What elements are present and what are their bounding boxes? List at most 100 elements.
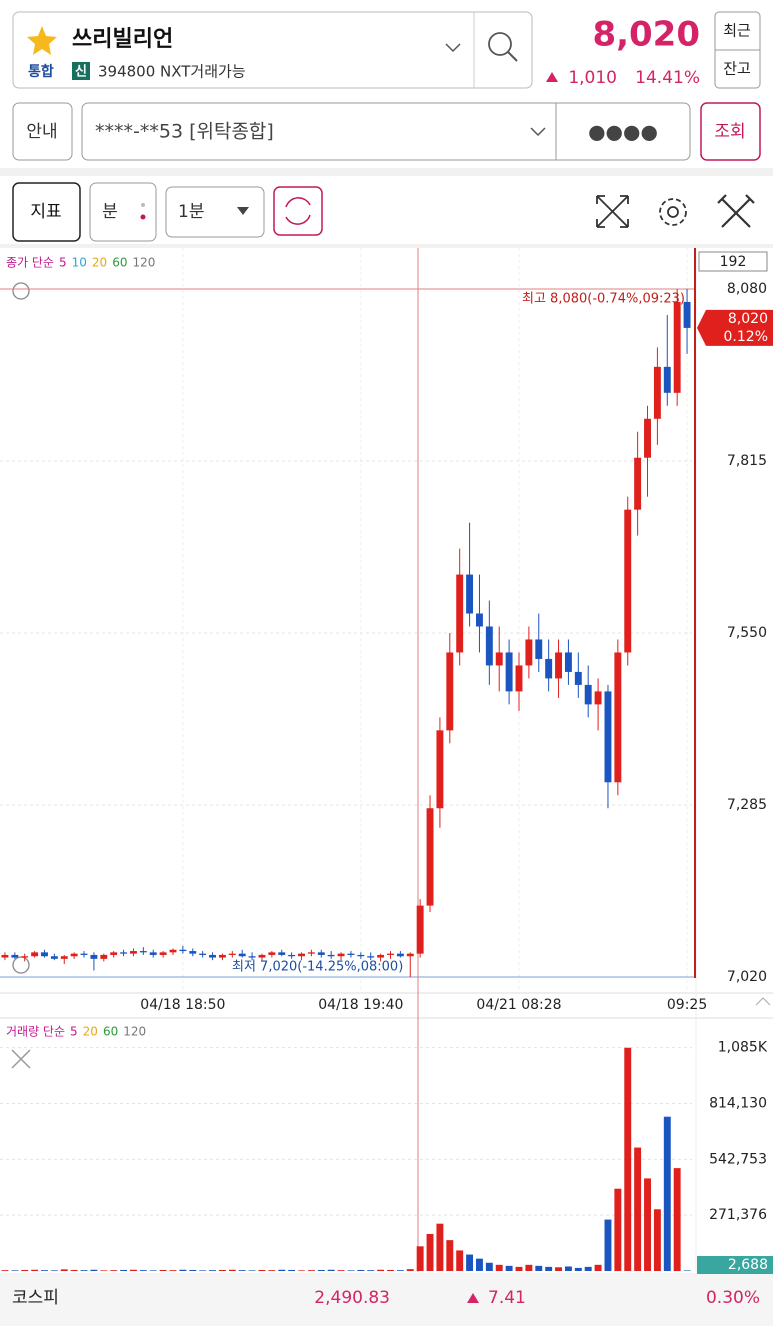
- volume-bar: [288, 1269, 296, 1271]
- search-icon[interactable]: [488, 32, 512, 56]
- refresh-icon: [285, 197, 311, 225]
- last-rate: 0.12%: [724, 329, 768, 345]
- last-volume-box: [697, 1256, 773, 1274]
- volume-bar: [60, 1269, 68, 1271]
- refresh-button[interactable]: [273, 186, 323, 236]
- candle-body: [218, 954, 226, 958]
- candle-body: [396, 953, 404, 957]
- candle-body: [21, 956, 29, 958]
- candle-body: [357, 954, 365, 957]
- volume-bar: [228, 1269, 236, 1271]
- volume-bar: [41, 1270, 48, 1271]
- recent-button[interactable]: 최근: [723, 22, 751, 40]
- legend-period: 10: [72, 256, 87, 270]
- scroll-arrow[interactable]: [755, 997, 771, 1006]
- dropdown-arrow[interactable]: [530, 127, 546, 137]
- indicator-button[interactable]: [12, 182, 81, 242]
- settings-center: [667, 206, 679, 218]
- volume-bar: [446, 1240, 454, 1271]
- volume-bar: [90, 1269, 98, 1271]
- candle-body: [644, 418, 651, 458]
- volume-bar: [139, 1270, 147, 1271]
- candle-body: [159, 952, 167, 955]
- volume-bar: [50, 1270, 58, 1271]
- candle-body: [80, 953, 88, 955]
- password[interactable]: ●●●●: [588, 120, 658, 144]
- y-tick-label: 542,753: [709, 1151, 767, 1167]
- expand-icon[interactable]: [596, 195, 629, 228]
- volume-bar: [317, 1269, 325, 1271]
- legend-period: 5: [70, 1025, 78, 1039]
- volume-bar: [673, 1168, 681, 1271]
- candle-body: [238, 953, 246, 957]
- low-label: 최저 7,020(-14.25%,08:00): [232, 960, 403, 975]
- candle-body: [120, 952, 128, 954]
- candle-body: [624, 509, 632, 653]
- candle-body: [347, 953, 355, 955]
- candle-body: [446, 652, 454, 731]
- candle-body: [574, 671, 582, 685]
- volume-bar: [367, 1270, 375, 1271]
- candle-body: [327, 954, 335, 957]
- volume-bar: [80, 1270, 88, 1271]
- tools-icon[interactable]: [717, 194, 755, 228]
- query-button[interactable]: [700, 102, 761, 161]
- volume-bar: [545, 1266, 553, 1271]
- candle-body: [60, 956, 68, 959]
- candle-body: [673, 301, 681, 393]
- index-change: 7.41: [488, 1288, 526, 1308]
- separator: [0, 244, 773, 248]
- interval-select[interactable]: [165, 186, 265, 238]
- separator: [0, 168, 773, 176]
- zoom-out[interactable]: [12, 956, 30, 974]
- candle-body: [683, 301, 691, 328]
- candle-body: [475, 613, 483, 627]
- volume-bar: [179, 1269, 187, 1271]
- volume-bar: [327, 1269, 335, 1271]
- legend-period: 20: [83, 1025, 98, 1039]
- volume-bar: [495, 1264, 503, 1271]
- unit-label: 분: [102, 202, 118, 222]
- favorite-star[interactable]: [27, 26, 57, 55]
- y-tick-label: 271,376: [709, 1207, 767, 1223]
- candle-body: [416, 905, 424, 954]
- y-tick-label: 7,815: [727, 453, 767, 469]
- volume-bar: [189, 1269, 197, 1271]
- legend-label: 종가 단순: [6, 256, 54, 270]
- candle-body: [436, 730, 444, 809]
- volume-bar: [149, 1270, 157, 1271]
- balance-button[interactable]: 잔고: [723, 60, 751, 78]
- candle-body: [41, 952, 48, 957]
- candle-body: [406, 953, 414, 957]
- badge: 신: [75, 65, 87, 80]
- zoom-in[interactable]: [12, 282, 30, 300]
- volume-bar: [377, 1269, 385, 1271]
- candle-body: [653, 366, 661, 419]
- volume-bar: [347, 1270, 355, 1271]
- select-arrow: [237, 207, 249, 215]
- volume-bar: [218, 1269, 226, 1271]
- candle-body: [564, 652, 572, 672]
- footer-bar: [0, 1273, 773, 1326]
- account-box[interactable]: [81, 102, 691, 161]
- guide-button[interactable]: [12, 102, 73, 161]
- volume-bar: [406, 1269, 414, 1271]
- volume-bar: [416, 1246, 424, 1271]
- unit-button[interactable]: [89, 182, 157, 242]
- dropdown-arrow[interactable]: [445, 43, 461, 53]
- volume-bar: [159, 1269, 167, 1271]
- candle-body: [199, 953, 207, 955]
- close-volume[interactable]: [11, 1049, 31, 1069]
- candle-body: [604, 691, 612, 783]
- legend-period: 60: [103, 1025, 118, 1039]
- candle-body: [515, 665, 523, 692]
- y-tick-label: 814,130: [709, 1096, 767, 1112]
- code-info: 394800 NXT거래가능: [98, 63, 246, 81]
- volume-bar: [396, 1270, 404, 1271]
- volume-bar: [337, 1270, 345, 1271]
- volume-bar: [307, 1270, 315, 1271]
- stock-box[interactable]: [12, 11, 533, 89]
- volume-bar: [634, 1147, 642, 1271]
- settings-icon[interactable]: [659, 198, 687, 226]
